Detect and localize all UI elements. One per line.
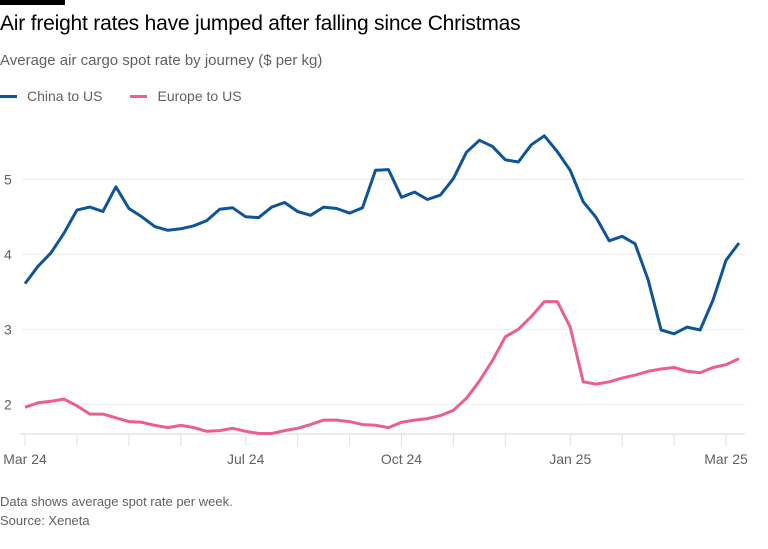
legend: China to US Europe to US — [0, 88, 242, 104]
y-tick-label: 3 — [4, 321, 12, 337]
footer: Data shows average spot rate per week. S… — [0, 492, 233, 530]
chart-subtitle: Average air cargo spot rate by journey (… — [0, 52, 323, 69]
x-tick-label: Jan 25 — [549, 451, 591, 467]
series-line-europe-to-us — [24, 300, 740, 435]
chart-title: Air freight rates have jumped after fall… — [0, 12, 521, 35]
series-line-china-to-us — [23, 134, 741, 336]
footer-note: Data shows average spot rate per week. — [0, 494, 233, 509]
legend-label-china: China to US — [27, 88, 103, 104]
x-tick-label: Jul 24 — [227, 451, 265, 467]
legend-swatch-europe — [130, 94, 148, 98]
legend-label-europe: Europe to US — [157, 88, 242, 104]
y-tick-label: 2 — [4, 396, 12, 412]
footer-source: Source: Xeneta — [0, 513, 90, 528]
y-tick-label: 4 — [4, 246, 12, 262]
y-tick-label: 5 — [4, 171, 12, 187]
brand-bar — [0, 0, 65, 5]
legend-item-europe: Europe to US — [130, 88, 242, 104]
x-tick-label: Oct 24 — [381, 451, 422, 467]
legend-swatch-china — [0, 94, 17, 98]
x-tick-label: Mar 24 — [3, 451, 47, 467]
x-tick-label: Mar 25 — [704, 451, 748, 467]
legend-item-china: China to US — [0, 88, 102, 104]
